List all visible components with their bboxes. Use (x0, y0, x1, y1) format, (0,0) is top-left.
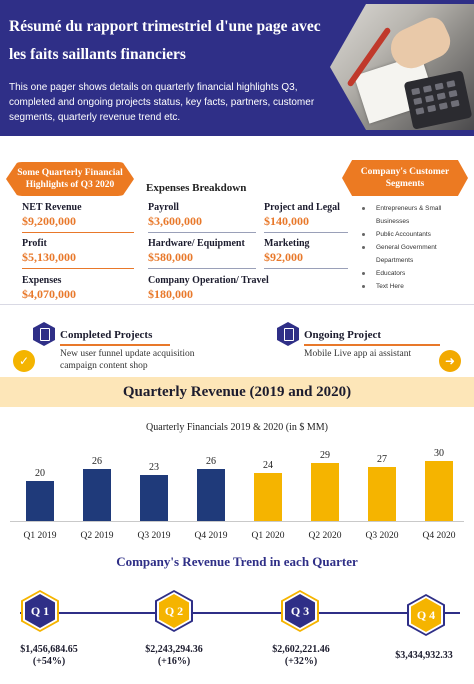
marketing-metric: Marketing $92,000 (264, 238, 348, 269)
q2-hexagon: Q 2 (155, 590, 193, 632)
header-banner: Résumé du rapport trimestriel d'une page… (0, 0, 474, 136)
metric-value: $580,000 (148, 250, 193, 264)
chart-title: Quarterly Financials 2019 & 2020 (in $ M… (146, 422, 328, 433)
metric-label: NET Revenue (22, 202, 82, 213)
segments-badge: Company's Customer Segments (342, 160, 468, 196)
metric-value: $180,000 (148, 287, 193, 301)
clipboard-icon (33, 322, 55, 346)
trend-title: Company's Revenue Trend in each Quarter (116, 554, 358, 569)
list-item: General Government Departments (360, 241, 470, 267)
data-label: 20 (35, 468, 45, 479)
finance-photo (330, 0, 474, 132)
q1-value: $1,456,684.65 (+54%) (20, 644, 78, 667)
q2-value: $2,243,294.36 (+16%) (145, 644, 203, 667)
metric-value: $140,000 (264, 214, 309, 228)
ongoing-project-title: Ongoing Project (304, 329, 382, 341)
segments-list: Entrepreneurs & Small Businesses Public … (360, 202, 470, 293)
net-revenue-metric: NET Revenue $9,200,000 (22, 202, 134, 233)
trend-line (20, 612, 460, 614)
project-legal-metric: Project and Legal $140,000 (264, 202, 348, 233)
bar-q3-2020 (368, 467, 396, 521)
metric-label: Company Operation/ Travel (148, 275, 269, 286)
x-tick-label: Q4 2019 (195, 531, 228, 541)
metric-value: $3,600,000 (148, 214, 202, 228)
metric-label: Marketing (264, 238, 310, 249)
x-tick-label: Q3 2019 (138, 531, 171, 541)
bar-q1-2020 (254, 473, 282, 521)
q1-hexagon: Q 1 (21, 590, 59, 632)
x-tick-label: Q2 2019 (81, 531, 114, 541)
data-label: 26 (206, 456, 216, 467)
q3-value: $2,602,221.46 (+32%) (272, 644, 330, 667)
data-label: 29 (320, 450, 330, 461)
metric-label: Payroll (148, 202, 179, 213)
metric-label: Profit (22, 238, 47, 249)
financial-highlights-section: Some Quarterly Financial Highlights of Q… (0, 150, 474, 302)
list-item: Educators (360, 267, 470, 280)
q4-hexagon: Q 4 (407, 594, 445, 636)
bar-q4-2019 (197, 469, 225, 521)
data-label: 24 (263, 460, 273, 471)
metric-value: $92,000 (264, 250, 303, 264)
metric-value: $9,200,000 (22, 214, 76, 228)
divider (0, 304, 474, 305)
completed-projects-title: Completed Projects (60, 329, 153, 341)
metric-value: $5,130,000 (22, 250, 76, 264)
x-tick-label: Q4 2020 (423, 531, 456, 541)
x-tick-label: Q2 2020 (309, 531, 342, 541)
expenses-breakdown-title: Expenses Breakdown (146, 182, 247, 194)
bar-q4-2020 (425, 461, 453, 521)
revenue-bar-chart: 20 Q1 2019 26 Q2 2019 23 Q3 2019 26 Q4 2019 24 Q1… (10, 448, 464, 541)
page-description: This one pager shows details on quarterl… (9, 82, 315, 123)
q3-hexagon: Q 3 (281, 590, 319, 632)
x-tick-label: Q1 2019 (24, 531, 57, 541)
data-label: 26 (92, 456, 102, 467)
completed-projects-text: New user funnel update acquisition campa… (60, 349, 195, 371)
bar-q2-2019 (83, 469, 111, 521)
data-label: 23 (149, 462, 159, 473)
payroll-metric: Payroll $3,600,000 (148, 202, 256, 233)
ongoing-project-text: Mobile Live app ai assistant (304, 349, 412, 359)
metric-label: Project and Legal (264, 202, 340, 213)
list-item: Entrepreneurs & Small Businesses (360, 202, 470, 228)
bar-q3-2019 (140, 475, 168, 521)
check-icon[interactable]: ✓ (13, 350, 35, 372)
x-tick-label: Q3 2020 (366, 531, 399, 541)
hardware-metric: Hardware/ Equipment $580,000 (148, 238, 256, 269)
operations-metric: Company Operation/ Travel $180,000 (148, 275, 348, 302)
q4-value: $3,434,932.33 (395, 650, 453, 661)
title-underline (60, 344, 170, 346)
title-underline (304, 344, 440, 346)
arrow-right-icon[interactable]: ➜ (439, 350, 461, 372)
metric-value: $4,070,000 (22, 287, 76, 301)
data-label: 27 (377, 454, 387, 465)
data-label: 30 (434, 448, 444, 459)
bar-q1-2019 (26, 481, 54, 521)
x-tick-label: Q1 2020 (252, 531, 285, 541)
profit-metric: Profit $5,130,000 (22, 238, 134, 269)
metric-label: Expenses (22, 275, 62, 286)
clipboard-icon (277, 322, 299, 346)
list-item: Public Accountants (360, 228, 470, 241)
bar-q2-2020 (311, 463, 339, 521)
list-item: Text Here (360, 280, 470, 293)
metric-label: Hardware/ Equipment (148, 238, 245, 249)
expenses-metric: Expenses $4,070,000 (22, 275, 134, 302)
revenue-banner: Quarterly Revenue (2019 and 2020) (0, 377, 474, 407)
highlights-badge: Some Quarterly Financial Highlights of Q… (6, 162, 134, 196)
page-title: Résumé du rapport trimestriel d'une page… (9, 18, 321, 63)
